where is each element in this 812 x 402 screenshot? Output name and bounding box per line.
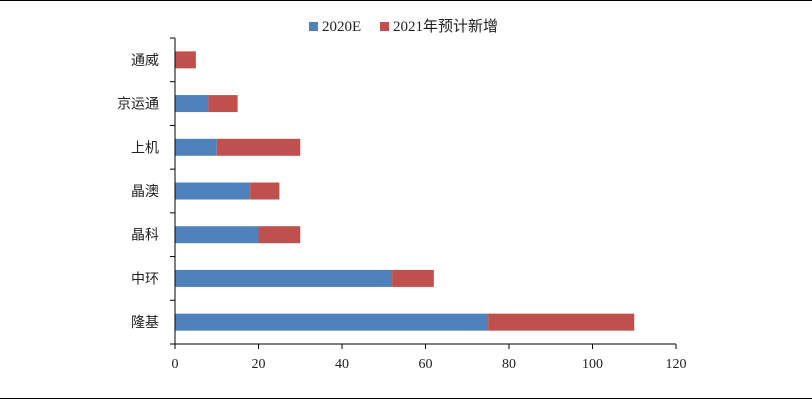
bar-series1-2	[175, 226, 259, 244]
bars	[175, 51, 635, 331]
bar-series1-1	[175, 269, 393, 287]
bar-series1-5	[175, 95, 209, 113]
axes	[170, 37, 677, 349]
labels: 0 20 40 60 80 100 120 隆基 中环 晶科 晶澳 上机 京运通 通威	[117, 53, 687, 372]
legend-label: 2021年预计新增	[393, 18, 498, 35]
category-label: 晶澳	[131, 184, 159, 200]
x-tick-label: 100	[582, 357, 603, 372]
x-tick-label: 20	[252, 357, 266, 372]
x-tick-label: 40	[335, 357, 349, 372]
bar-series1-0	[175, 313, 489, 331]
bar-series2-1	[392, 269, 434, 287]
x-tick-label: 60	[419, 357, 433, 372]
top-border	[0, 0, 812, 1]
x-tick-label: 0	[172, 357, 179, 372]
bottom-border	[0, 398, 812, 399]
bar-series1-3	[175, 182, 251, 200]
bar-series2-2	[258, 226, 301, 244]
category-label: 晶科	[131, 228, 159, 244]
bar-series1-4	[175, 138, 217, 156]
legend: 2020E 2021年预计新增	[309, 18, 498, 35]
x-tick-label: 120	[666, 357, 687, 372]
bar-series2-3	[250, 182, 280, 200]
category-label: 京运通	[117, 97, 159, 113]
x-tick-label: 80	[502, 357, 516, 372]
bar-series2-4	[216, 138, 301, 156]
bar-series2-5	[208, 95, 238, 113]
category-label: 隆基	[131, 314, 159, 331]
category-label: 上机	[131, 140, 159, 156]
bar-series2-6	[175, 51, 196, 69]
bar-series2-0	[488, 313, 635, 331]
category-label: 通威	[131, 53, 159, 69]
legend-swatch	[380, 22, 389, 31]
legend-label: 2020E	[322, 19, 361, 35]
category-label: 中环	[131, 271, 159, 287]
legend-swatch	[309, 22, 318, 31]
